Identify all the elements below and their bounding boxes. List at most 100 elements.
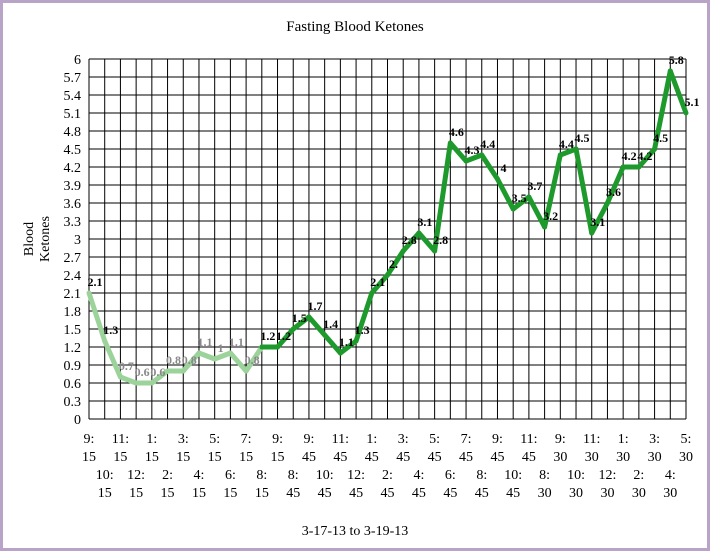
x-tick-label: 9: 30	[553, 432, 567, 465]
series-segment	[510, 194, 532, 212]
series-segment	[275, 326, 296, 350]
x-tick-label: 2: 15	[161, 468, 175, 501]
x-tick-label: 9: 15	[82, 432, 96, 465]
data-label: 1.2	[276, 329, 291, 343]
series-segment	[353, 290, 375, 344]
x-tick-label: 11: 30	[583, 432, 600, 465]
data-label: 3.5	[512, 191, 527, 205]
y-tick-label: 2.7	[64, 251, 82, 266]
series-segment	[337, 338, 359, 356]
y-tick-label: 0.3	[64, 395, 82, 410]
y-tick-label: 5.1	[64, 107, 82, 122]
y-tick-label: 1.5	[64, 323, 82, 338]
x-tick-label: 10: 45	[316, 468, 334, 501]
x-tick-label: 6: 15	[223, 468, 237, 501]
x-tick-label: 2: 30	[632, 468, 646, 501]
series-segment	[557, 146, 579, 158]
series-segment	[479, 152, 500, 182]
x-tick-label: 9: 45	[490, 432, 504, 465]
series-segment	[117, 374, 139, 386]
data-label: 3.2	[543, 209, 558, 223]
x-tick-label: 1: 15	[145, 432, 159, 465]
y-tick-label: 0	[74, 413, 81, 428]
x-tick-label: 9: 45	[302, 432, 316, 465]
data-label: 3.1	[417, 215, 432, 229]
data-label: 4.6	[449, 125, 464, 139]
x-tick-label: 6: 45	[443, 468, 457, 501]
data-label: 5.8	[669, 53, 684, 67]
y-tick-label: 2.1	[64, 287, 82, 302]
x-tick-label: 8: 45	[475, 468, 489, 501]
x-tick-label: 1: 30	[616, 432, 630, 465]
series-segment	[102, 338, 123, 380]
series-line	[86, 68, 689, 386]
series-segment	[369, 272, 390, 296]
x-tick-label: 2: 45	[381, 468, 395, 501]
data-label: 1.2	[260, 329, 275, 343]
y-tick-label: 0.9	[64, 359, 82, 374]
x-tick-label: 9: 15	[271, 432, 285, 465]
data-label: 1.1	[229, 335, 244, 349]
data-label: 2.1	[370, 275, 385, 289]
series-segment	[322, 332, 343, 356]
x-tick-label: 12: 15	[127, 468, 145, 501]
y-tick-label: 4.5	[64, 143, 82, 158]
x-tick-label: 5: 15	[208, 432, 222, 465]
data-label: 4.4	[559, 137, 574, 151]
y-tick-label: 3.9	[64, 179, 82, 194]
data-label: 0.6	[150, 365, 165, 379]
data-labels: 2.11.30.7 0.6 0.60.8 0.81.1 1 1.10.81.2 1.21.5…	[88, 53, 700, 379]
series-segment	[400, 230, 422, 254]
x-tick-label: 11: 15	[112, 432, 129, 465]
series-segment	[526, 194, 548, 230]
x-tick-label: 10: 45	[504, 468, 522, 501]
data-label: 0.8	[182, 353, 197, 367]
x-tick-label: 11: 45	[520, 432, 537, 465]
data-label: 3.7	[527, 179, 542, 193]
series-segment	[385, 248, 406, 278]
data-label: 4.4	[480, 137, 495, 151]
series-segment	[212, 350, 233, 362]
data-label: 2.8	[433, 233, 448, 247]
series-segment	[542, 152, 563, 230]
series-segment	[180, 350, 202, 374]
x-tick-label: 8: 30	[538, 468, 552, 501]
series-segment	[636, 146, 658, 170]
line-chart: Fasting Blood Ketones BloodKetones 00.30…	[22, 19, 700, 539]
data-label: 3.1	[590, 215, 605, 229]
data-label: 2.8	[402, 233, 417, 247]
x-tick-label: 11: 45	[332, 432, 349, 465]
data-label: 4.2	[622, 149, 637, 163]
data-label: 1.1	[339, 335, 354, 349]
x-tick-label: 8: 15	[255, 468, 269, 501]
chart-frame: Fasting Blood Ketones BloodKetones 0 0.3 0…	[3, 3, 707, 548]
data-label: 0.8	[245, 353, 260, 367]
series-segment	[447, 140, 469, 164]
series-segment	[416, 230, 438, 254]
y-tick-label: 5.4	[64, 89, 82, 104]
x-tick-label: 12: 30	[599, 468, 617, 501]
data-label: 1	[218, 341, 224, 355]
y-tick-label: 1.8	[64, 305, 82, 320]
data-label: 0.7	[119, 359, 134, 373]
x-tick-label: 3: 45	[396, 432, 410, 465]
series-segment	[494, 176, 516, 212]
data-label: 1.4	[323, 317, 338, 331]
series-segment	[573, 146, 595, 236]
series-segment	[652, 68, 673, 152]
y-axis-label-text: BloodKetones	[22, 216, 53, 262]
x-tick-label: 4: 45	[412, 468, 426, 501]
y-tick-label: 3.6	[64, 197, 82, 212]
y-tick-label: 3.3	[64, 215, 82, 230]
series-segment	[227, 350, 249, 374]
x-tick-label: 7: 15	[239, 432, 253, 465]
x-axis-label: 3-17-13 to 3-19-13	[302, 524, 409, 539]
y-tick-label: 5.7	[64, 71, 82, 86]
x-tick-label: 5: 45	[428, 432, 442, 465]
series-segment	[243, 344, 265, 374]
data-label: 1.5	[292, 311, 307, 325]
y-axis-label: BloodKetones	[22, 216, 53, 262]
data-label: 2.	[389, 257, 398, 271]
data-label: 3.6	[606, 185, 621, 199]
y-tick-label: 4.2	[64, 161, 82, 176]
